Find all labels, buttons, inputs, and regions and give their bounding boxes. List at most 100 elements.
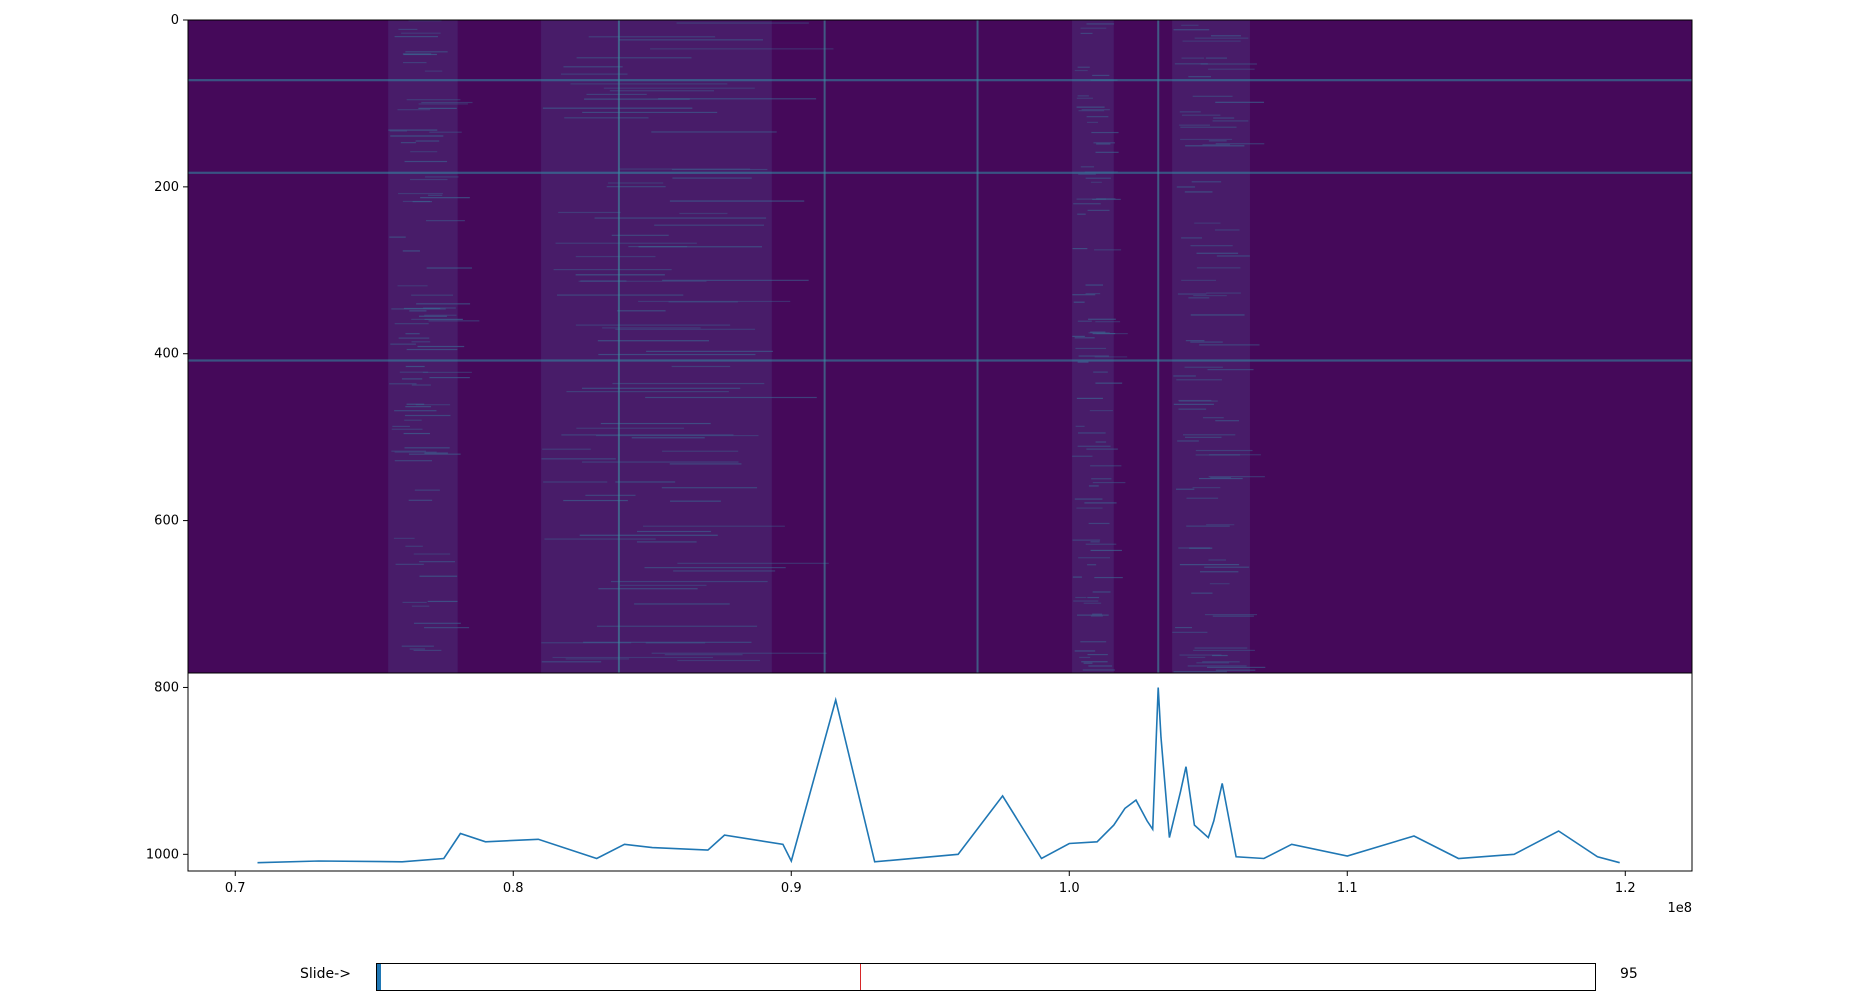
heatmap-streak	[414, 489, 440, 491]
y-tick-label: 1000	[146, 847, 179, 862]
heatmap-streak	[1090, 465, 1122, 467]
heatmap-streak	[415, 404, 451, 406]
heatmap-streak	[1073, 203, 1101, 205]
heatmap-streak	[1179, 400, 1218, 402]
heatmap-streak	[575, 255, 656, 258]
heatmap-streak	[389, 383, 417, 385]
heatmap-streak	[1192, 487, 1221, 489]
heatmap-streak	[1090, 541, 1100, 543]
heatmap-streak	[1202, 661, 1240, 663]
heatmap-streak	[411, 294, 454, 296]
heatmap-streak	[1206, 524, 1235, 526]
heatmap-streak	[406, 99, 461, 101]
heatmap-streak	[1193, 649, 1255, 652]
heatmap-streak	[1214, 229, 1240, 231]
heatmap-streak	[585, 494, 636, 496]
heatmap-streak	[650, 48, 834, 50]
heatmap-bright-column	[617, 20, 620, 673]
heatmap-streak	[579, 534, 718, 536]
heatmap-streak	[1196, 662, 1230, 664]
heatmap-streak	[658, 98, 817, 100]
heatmap-bright-column	[823, 20, 826, 673]
heatmap-streak	[1176, 379, 1222, 381]
heatmap-streak	[394, 35, 438, 38]
heatmap-streak	[1092, 198, 1121, 201]
heatmap-streak	[1081, 661, 1108, 663]
heatmap-streak	[1180, 138, 1233, 141]
x-tick-label: 0.7	[225, 881, 246, 896]
heatmap-streak	[1092, 74, 1110, 77]
heatmap-streak	[645, 396, 817, 399]
heatmap-streak	[1077, 213, 1086, 215]
heatmap-streak	[416, 303, 471, 305]
x-tick-label: 1.0	[1059, 881, 1080, 896]
heatmap-streak	[1086, 448, 1118, 450]
heatmap-streak	[1092, 613, 1103, 615]
heatmap-streak	[576, 57, 692, 59]
heatmap-streak	[1212, 654, 1228, 657]
heatmap-streak	[664, 654, 743, 656]
heatmap-streak	[1089, 409, 1113, 412]
heatmap-streak	[1087, 564, 1097, 566]
heatmap-streak	[402, 53, 432, 55]
heatmap-streak	[1204, 566, 1250, 568]
heatmap-streak	[391, 428, 423, 430]
heatmap-streak	[1078, 557, 1111, 559]
heatmap-streak	[1209, 454, 1261, 456]
x-axis: 0.7 0.8 0.9 1.0 1.1 1.2	[225, 871, 1636, 896]
heatmap-streak	[428, 320, 480, 322]
heatmap-streak	[1184, 191, 1213, 193]
heatmap-streak	[1076, 106, 1105, 108]
series-line	[257, 687, 1620, 864]
heatmap-streak	[394, 451, 437, 453]
heatmap-streak	[651, 131, 777, 133]
heatmap-streak	[402, 61, 427, 64]
heatmap-streak	[1078, 355, 1109, 357]
heatmap-bright-row	[188, 359, 1692, 362]
heatmap-streak	[1206, 666, 1266, 669]
heatmap-streak	[645, 642, 706, 644]
heatmap-streak	[636, 541, 697, 543]
heatmap-streak	[1204, 613, 1258, 616]
heatmap-streak	[541, 458, 616, 460]
heatmap-streak	[418, 103, 468, 105]
heatmap-streak	[394, 410, 437, 412]
heatmap-streak	[1085, 293, 1101, 295]
heatmap-streak	[637, 530, 712, 533]
heatmap-streak	[1179, 124, 1211, 126]
heatmap-streak	[1092, 481, 1126, 484]
y-tick-label: 400	[154, 347, 179, 362]
heatmap-streak	[578, 280, 707, 282]
heatmap-streak	[1094, 356, 1128, 358]
heatmap-streak	[1093, 142, 1116, 144]
heatmap-streak	[606, 186, 666, 188]
heatmap-streak	[406, 348, 458, 351]
heatmap-streak	[1195, 449, 1253, 452]
heatmap-streak	[413, 649, 442, 652]
heatmap-streak	[428, 194, 443, 196]
heatmap-streak	[1072, 247, 1088, 250]
x-tick-label: 0.8	[503, 881, 524, 896]
heatmap-streak	[1179, 564, 1240, 566]
heatmap-streak	[418, 107, 457, 109]
heatmap-streak	[600, 422, 711, 425]
heatmap-streak	[644, 567, 786, 569]
heatmap-streak	[424, 318, 463, 321]
slide-slider[interactable]	[376, 963, 1596, 991]
heatmap-streak	[1182, 40, 1241, 42]
heatmap-streak	[419, 561, 456, 563]
heatmap-streak	[412, 200, 432, 203]
heatmap-streak	[1173, 375, 1196, 377]
heatmap-streak	[1190, 314, 1245, 316]
heatmap-streak	[1088, 318, 1116, 320]
heatmap-streak	[1202, 144, 1231, 146]
heatmap-streak	[1191, 181, 1222, 183]
heatmap-streak	[398, 337, 430, 339]
heatmap-streak	[563, 499, 628, 502]
heatmap-streak	[1198, 477, 1243, 480]
slider-fill[interactable]	[377, 964, 382, 990]
heatmap-streak	[603, 87, 755, 89]
heatmap-streak	[1083, 602, 1102, 604]
heatmap-streak	[1195, 454, 1241, 456]
heatmap-streak	[1075, 347, 1107, 350]
